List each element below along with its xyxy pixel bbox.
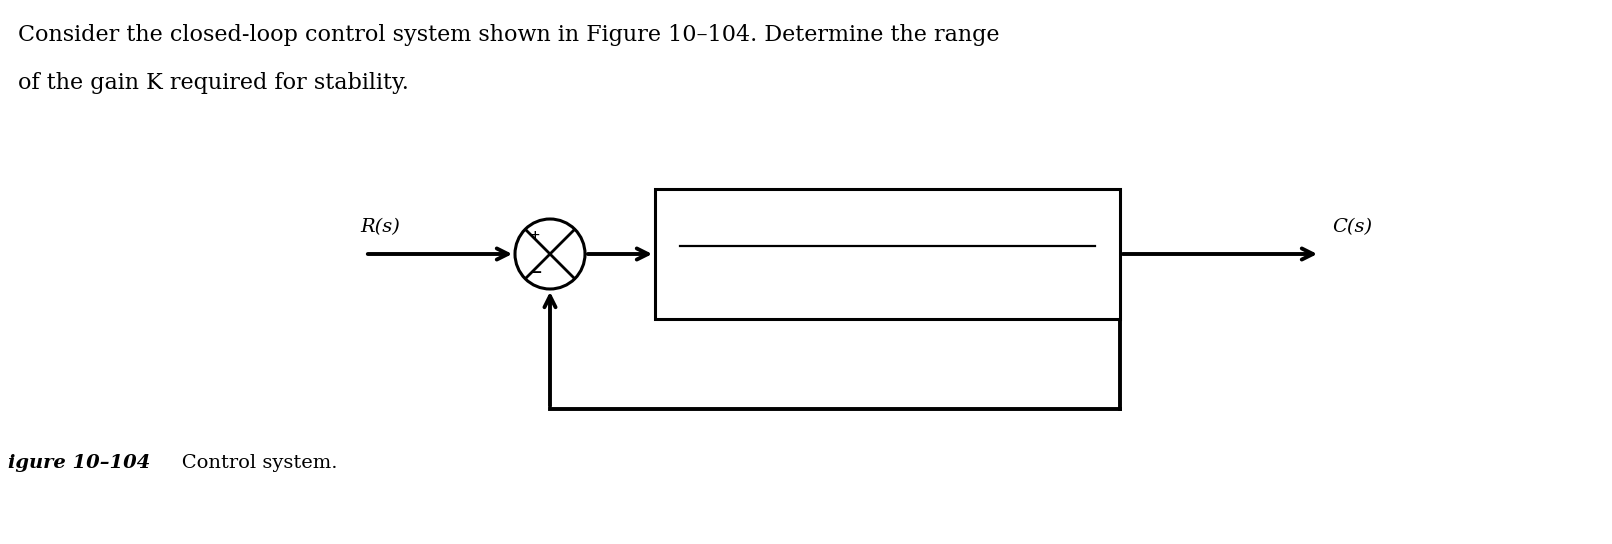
Text: igure 10–104: igure 10–104 — [8, 454, 150, 472]
Circle shape — [514, 219, 585, 289]
Text: R(s): R(s) — [359, 218, 400, 236]
Text: +: + — [530, 230, 540, 242]
Text: Control system.: Control system. — [163, 454, 337, 472]
Text: C(s): C(s) — [1332, 218, 1372, 236]
Text: of the gain K required for stability.: of the gain K required for stability. — [18, 72, 409, 94]
Text: −: − — [529, 266, 542, 280]
Text: s(s + 4)(s + 6)(s² + 1.4s + 1): s(s + 4)(s + 6)(s² + 1.4s + 1) — [766, 252, 1009, 269]
Text: K(s² + 2s + 4): K(s² + 2s + 4) — [824, 222, 951, 240]
Text: Consider the closed-loop control system shown in Figure 10–104. Determine the ra: Consider the closed-loop control system … — [18, 24, 999, 46]
Bar — [654, 189, 1120, 319]
